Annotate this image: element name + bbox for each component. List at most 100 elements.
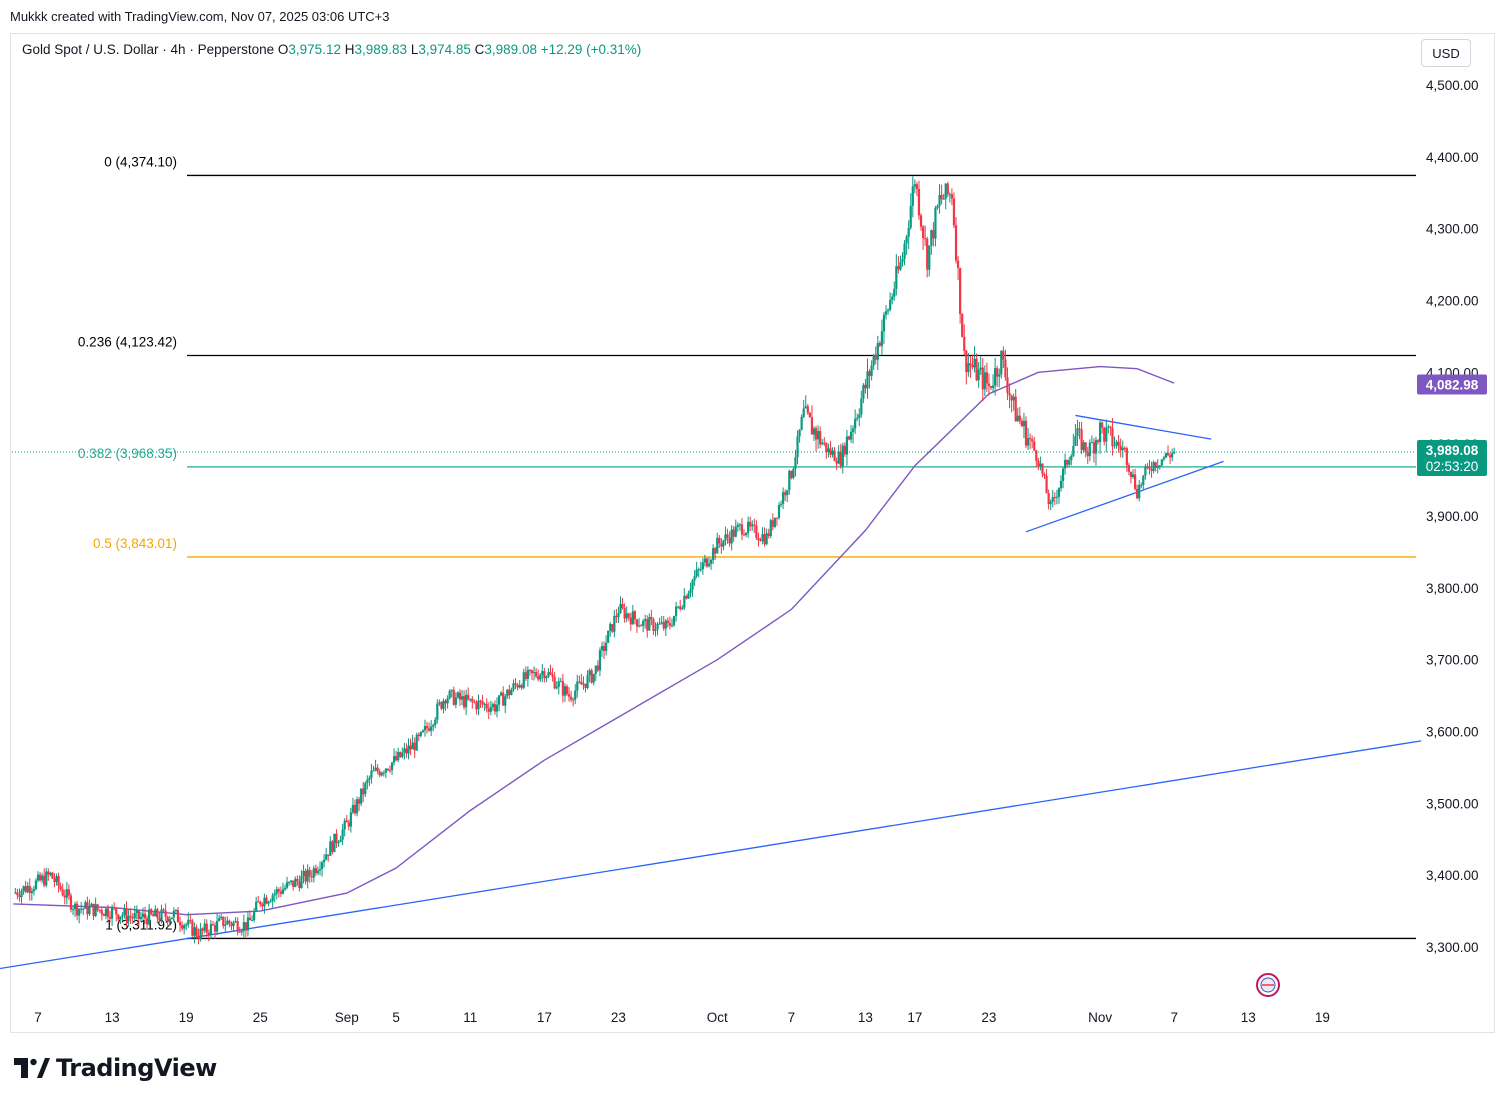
candle-body — [841, 445, 844, 467]
candle-body — [111, 907, 114, 919]
candle-body — [901, 258, 904, 263]
candle-body — [526, 669, 529, 679]
candle-body — [693, 576, 696, 581]
candle-body — [1026, 438, 1030, 446]
candle-body — [930, 230, 933, 246]
candle-body — [541, 671, 544, 675]
candle-body — [944, 183, 947, 199]
candle-body — [119, 916, 122, 920]
candle-body — [65, 889, 68, 898]
candle-body — [1031, 439, 1034, 442]
candle-body — [61, 889, 64, 896]
candle-body — [205, 923, 208, 933]
symbol-legend: Gold Spot / U.S. Dollar · 4h · Peppersto… — [22, 42, 641, 57]
candle-body — [796, 436, 799, 458]
candle-body — [1162, 457, 1166, 460]
candle-body — [810, 417, 814, 435]
symbol-name[interactable]: Gold Spot / U.S. Dollar · 4h · Peppersto… — [22, 42, 275, 57]
y-tick-label: 3,300.00 — [1426, 940, 1479, 955]
candle-body — [699, 569, 702, 571]
candle-body — [1053, 496, 1056, 498]
candle-body — [506, 689, 509, 697]
candle-body — [38, 874, 42, 881]
candle-body — [285, 882, 289, 888]
candle-body — [133, 913, 136, 919]
candle-body — [1076, 428, 1079, 437]
candle-body — [668, 623, 672, 626]
candle-body — [489, 707, 492, 712]
candle-body — [530, 670, 534, 674]
candle-body — [709, 559, 713, 564]
candle-body — [141, 913, 145, 917]
candle-body — [306, 869, 309, 882]
candle-body — [1096, 440, 1100, 443]
candle-body — [899, 262, 902, 270]
x-tick-label: Sep — [335, 1010, 359, 1025]
candle-body — [458, 692, 462, 700]
candle-body — [862, 384, 865, 399]
candle-body — [454, 697, 457, 705]
candle-body — [1061, 468, 1065, 481]
candle-body — [646, 619, 649, 631]
candle-body — [154, 909, 157, 917]
trendline — [1025, 460, 1224, 533]
candle-body — [195, 927, 198, 936]
chart-frame — [10, 33, 1495, 1033]
candle-body — [1144, 466, 1147, 476]
candle-body — [121, 915, 124, 917]
candle-body — [123, 908, 126, 916]
candle-body — [376, 767, 379, 772]
candle-body — [465, 694, 468, 708]
candle-body — [347, 822, 350, 827]
candle-body — [989, 385, 993, 388]
candle-body — [57, 876, 60, 887]
candle-body — [1010, 395, 1013, 401]
candle-body — [374, 767, 377, 771]
candle-body — [1020, 420, 1023, 427]
x-tick-label: 7 — [34, 1010, 42, 1025]
candle-body — [716, 537, 719, 554]
candle-body — [444, 700, 447, 704]
candle-body — [96, 904, 99, 910]
candle-body — [784, 492, 787, 496]
candle-body — [705, 558, 709, 567]
x-tick-label: 19 — [1315, 1010, 1330, 1025]
y-tick-label: 3,400.00 — [1426, 868, 1479, 883]
candle-body — [203, 923, 206, 931]
candle-body — [483, 703, 486, 705]
candle-body — [397, 751, 400, 761]
attribution-text: Mukkk created with TradingView.com, Nov … — [10, 9, 390, 24]
candle-body — [843, 445, 846, 455]
candle-body — [162, 909, 165, 911]
candle-body — [510, 689, 513, 696]
candle-body — [837, 451, 840, 464]
candle-body — [712, 548, 715, 560]
candle-body — [971, 365, 974, 368]
candle-body — [798, 429, 801, 437]
candle-body — [578, 681, 581, 683]
candle-body — [722, 540, 725, 547]
candle-body — [948, 194, 951, 196]
y-tick-label: 4,300.00 — [1426, 222, 1479, 237]
candle-body — [775, 517, 779, 519]
candle-body — [298, 881, 301, 889]
candle-body — [936, 205, 939, 209]
candle-body — [588, 670, 591, 676]
x-tick-label: 7 — [788, 1010, 796, 1025]
candle-body — [1006, 377, 1009, 393]
candle-body — [868, 371, 871, 376]
candle-body — [211, 924, 215, 926]
y-tick-label: 3,700.00 — [1426, 653, 1479, 668]
candle-body — [895, 266, 898, 289]
candle-body — [1014, 396, 1017, 422]
candle-body — [14, 892, 17, 894]
candle-body — [996, 368, 999, 377]
candle-body — [952, 198, 956, 226]
candle-body — [415, 734, 418, 751]
candle-body — [1109, 426, 1112, 428]
candle-body — [131, 917, 134, 919]
candle-body — [353, 804, 357, 814]
candle-body — [508, 689, 511, 696]
currency-selector[interactable]: USD — [1421, 39, 1471, 67]
